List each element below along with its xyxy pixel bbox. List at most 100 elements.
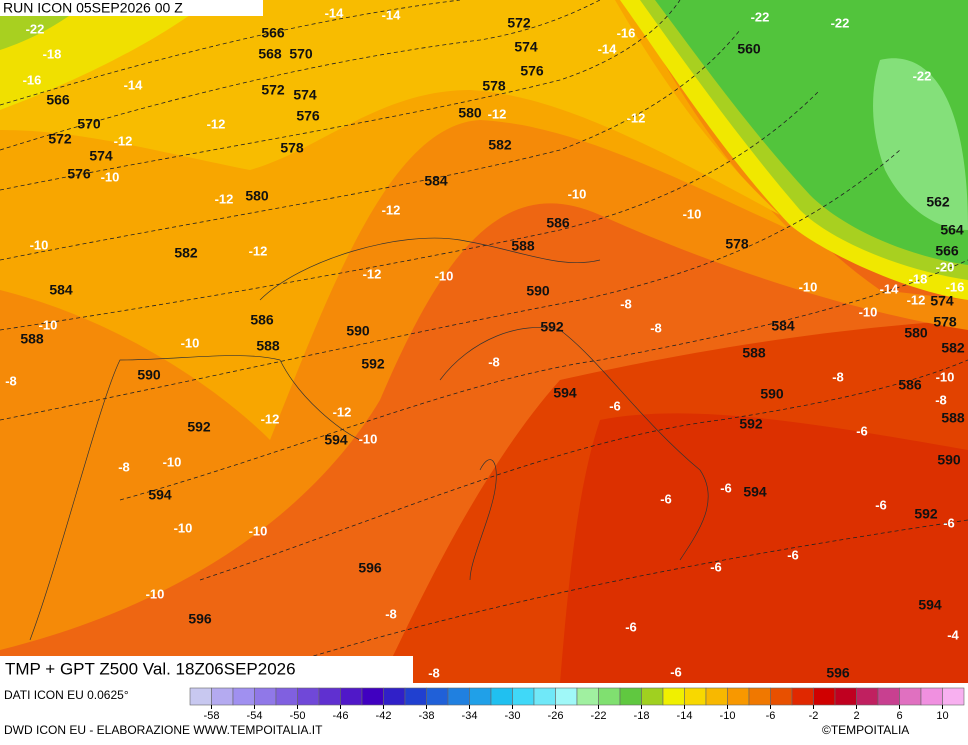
- temperature-label: -14: [880, 281, 900, 296]
- temperature-label: -8: [488, 354, 500, 369]
- geopotential-label: 596: [188, 611, 212, 627]
- geopotential-label: 594: [148, 487, 172, 503]
- geopotential-label: 578: [482, 78, 506, 94]
- temperature-label: -6: [720, 480, 732, 495]
- temperature-label: -18: [909, 271, 928, 286]
- temperature-label: -10: [936, 369, 955, 384]
- colorbar-box: [533, 687, 556, 706]
- brand-label: ©TEMPOITALIA: [822, 723, 909, 737]
- geopotential-label: 574: [89, 148, 113, 164]
- colorbar-tick-label: 10: [936, 710, 948, 722]
- geopotential-label: 576: [296, 108, 320, 124]
- geopotential-label: 572: [48, 131, 72, 147]
- temperature-label: -6: [625, 619, 637, 634]
- temperature-label: -6: [856, 423, 868, 438]
- geopotential-label: 582: [174, 245, 198, 261]
- temperature-label: -12: [249, 243, 268, 258]
- colorbar-box: [361, 687, 384, 706]
- colorbar-box: [232, 687, 255, 706]
- geopotential-label: 592: [739, 416, 763, 432]
- geopotential-label: 592: [540, 319, 564, 335]
- geopotential-label: 578: [725, 236, 749, 252]
- geopotential-label: 584: [424, 173, 448, 189]
- temperature-label: -6: [660, 491, 672, 506]
- run-label: RUN ICON 05SEP2026 00 Z: [3, 0, 183, 16]
- colorbar-tick-label: -22: [591, 710, 607, 722]
- geopotential-label: 594: [553, 385, 577, 401]
- temperature-label: -6: [609, 398, 621, 413]
- colorbar-box: [383, 687, 406, 706]
- temperature-label: -10: [39, 317, 58, 332]
- contour-line: [299, 519, 968, 661]
- temperature-label: -14: [598, 41, 618, 56]
- contour-line: [119, 259, 968, 501]
- geopotential-label: 564: [940, 222, 964, 238]
- geopotential-label: 568: [258, 46, 282, 62]
- colorbar-box: [942, 687, 965, 706]
- contour-line: [0, 0, 681, 191]
- temperature-label: -8: [620, 296, 632, 311]
- colorbar-box: [684, 687, 707, 706]
- geopotential-label: 578: [933, 314, 957, 330]
- colorbar-box: [598, 687, 621, 706]
- geopotential-label: 584: [49, 282, 73, 298]
- temperature-label: -6: [670, 664, 682, 679]
- colorbar-box: [899, 687, 922, 706]
- temperature-label: -12: [114, 133, 133, 148]
- temperature-label: -12: [215, 191, 234, 206]
- geopotential-label: 586: [250, 312, 274, 328]
- geopotential-label: 576: [520, 63, 544, 79]
- temperature-label: -22: [751, 9, 770, 24]
- geopotential-label: 582: [488, 137, 512, 153]
- temperature-label: -22: [26, 21, 45, 36]
- temperature-label: -12: [207, 116, 226, 131]
- temperature-label: -10: [101, 169, 120, 184]
- field-band: [873, 58, 968, 230]
- temperature-label: -22: [913, 68, 932, 83]
- temperature-label: -10: [174, 520, 193, 535]
- source-label: DATI ICON EU 0.0625°: [4, 688, 129, 702]
- coastline: [259, 237, 601, 301]
- contour-line: [0, 29, 741, 261]
- colorbar-tick-label: -50: [290, 710, 306, 722]
- temperature-label: -10: [799, 279, 818, 294]
- coastline: [469, 459, 497, 581]
- temperature-label: -16: [946, 279, 965, 294]
- colorbar-box: [447, 687, 470, 706]
- temperature-label: -6: [875, 497, 887, 512]
- colorbar-box: [877, 687, 900, 706]
- colorbar-box: [619, 687, 642, 706]
- temperature-label: -12: [363, 266, 382, 281]
- temperature-label: -10: [859, 304, 878, 319]
- field-band: [0, 0, 780, 215]
- geopotential-label: 590: [346, 323, 370, 339]
- geopotential-label: 592: [914, 506, 938, 522]
- temperature-label: -16: [617, 25, 636, 40]
- temperature-label: -12: [382, 202, 401, 217]
- temperature-label: -6: [710, 559, 722, 574]
- colorbar-box: [727, 687, 750, 706]
- colorbar-box: [469, 687, 492, 706]
- colorbar-box: [275, 687, 298, 706]
- temperature-label: -14: [382, 7, 402, 22]
- geopotential-label: 590: [526, 283, 550, 299]
- temperature-label: -12: [261, 411, 280, 426]
- geopotential-label: 560: [737, 41, 761, 57]
- colorbar-box: [662, 687, 685, 706]
- temperature-label: -8: [428, 665, 440, 680]
- geopotential-label: 566: [46, 92, 70, 108]
- colorbar: -58 -54 -50 -46 -42 -38 -34 -30 -26 -22 -18 -14 -10-…: [189, 687, 965, 722]
- colorbar-tick-label: -30: [505, 710, 521, 722]
- geopotential-label: 596: [358, 560, 382, 576]
- colorbar-tick-label: -26: [548, 710, 564, 722]
- colorbar-box: [340, 687, 363, 706]
- colorbar-box: [748, 687, 771, 706]
- colorbar-box: [254, 687, 277, 706]
- temperature-label: -10: [568, 186, 587, 201]
- contour-line: [0, 149, 901, 421]
- colorbar-tick-label: 6: [896, 710, 902, 722]
- colorbar-tick-label: -6: [766, 710, 776, 722]
- geopotential-label: 588: [742, 345, 766, 361]
- coastlines: [29, 237, 709, 641]
